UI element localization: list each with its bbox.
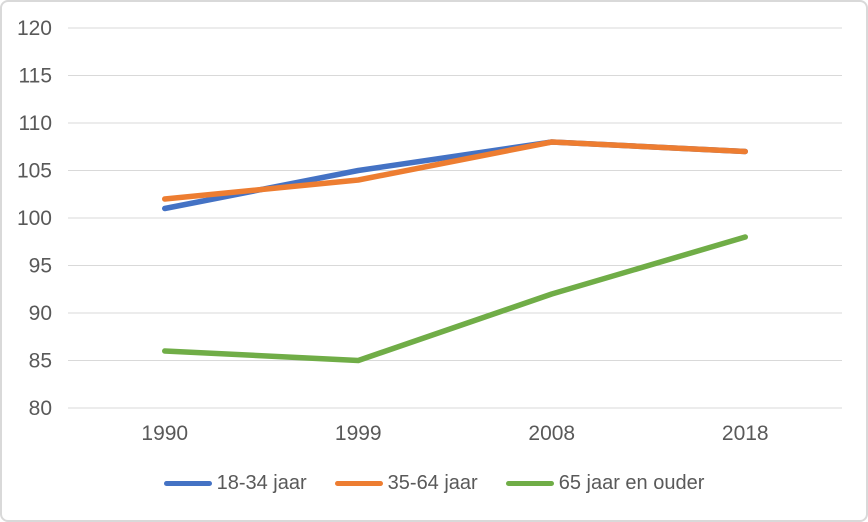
- x-tick-label: 2008: [528, 422, 575, 445]
- legend-label: 35-64 jaar: [387, 472, 478, 494]
- x-tick-label: 1990: [141, 422, 188, 445]
- legend-line-swatch: [334, 481, 383, 486]
- y-tick-label: 80: [29, 397, 52, 420]
- y-tick-label: 100: [17, 207, 52, 230]
- x-tick-label: 1999: [335, 422, 382, 445]
- y-tick-label: 110: [19, 112, 52, 135]
- x-tick-label: 2018: [722, 422, 769, 445]
- series-line-0: [162, 139, 748, 212]
- series-line-2: [162, 234, 748, 364]
- legend-item-1: 35-64 jaar: [334, 472, 478, 495]
- y-tick-label: 120: [17, 17, 52, 40]
- y-tick-label: 95: [29, 255, 52, 278]
- y-tick-label: 85: [29, 350, 52, 373]
- chart-legend: 18-34 jaar 35-64 jaar 65 jaar en ouder: [2, 472, 866, 495]
- plot-area: 120 115 110 105 100 95 90 85 80 1990 1999 2008 2018: [17, 17, 842, 445]
- legend-item-0: 18-34 jaar: [163, 472, 307, 495]
- y-tick-label: 115: [19, 65, 52, 88]
- y-tick-label: 90: [29, 302, 52, 325]
- legend-line-swatch: [163, 481, 212, 486]
- series-line-1: [162, 139, 748, 202]
- legend-label: 65 jaar en ouder: [558, 472, 705, 494]
- legend-line-swatch: [505, 481, 554, 486]
- legend-label: 18-34 jaar: [216, 472, 307, 494]
- y-tick-label: 105: [17, 160, 52, 183]
- legend-item-2: 65 jaar en ouder: [505, 472, 705, 495]
